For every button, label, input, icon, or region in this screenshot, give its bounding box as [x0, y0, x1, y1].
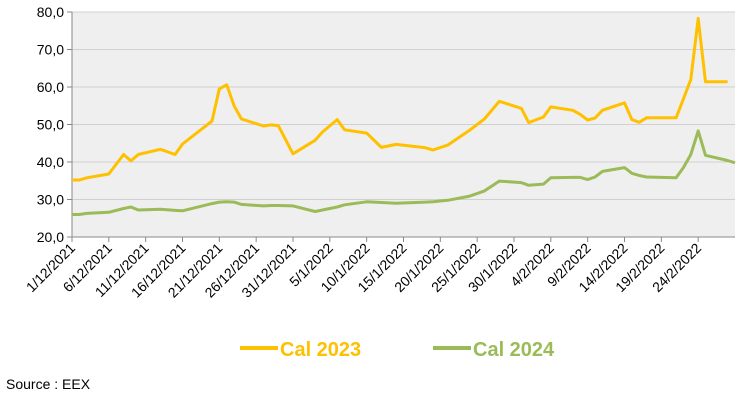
legend-label: Cal 2024	[473, 339, 555, 361]
y-tick-label: 70,0	[37, 42, 64, 58]
series-line	[72, 16, 728, 182]
y-tick-label: 20,0	[37, 229, 64, 245]
y-tick-label: 30,0	[37, 192, 64, 208]
y-tick-label: 60,0	[37, 79, 64, 95]
y-tick-label: 40,0	[37, 154, 64, 170]
y-tick-label: 80,0	[37, 4, 64, 20]
source-note: Source : EEX	[6, 376, 91, 392]
series-line	[72, 129, 736, 216]
legend-label: Cal 2023	[280, 339, 361, 361]
y-tick-label: 50,0	[37, 117, 64, 133]
